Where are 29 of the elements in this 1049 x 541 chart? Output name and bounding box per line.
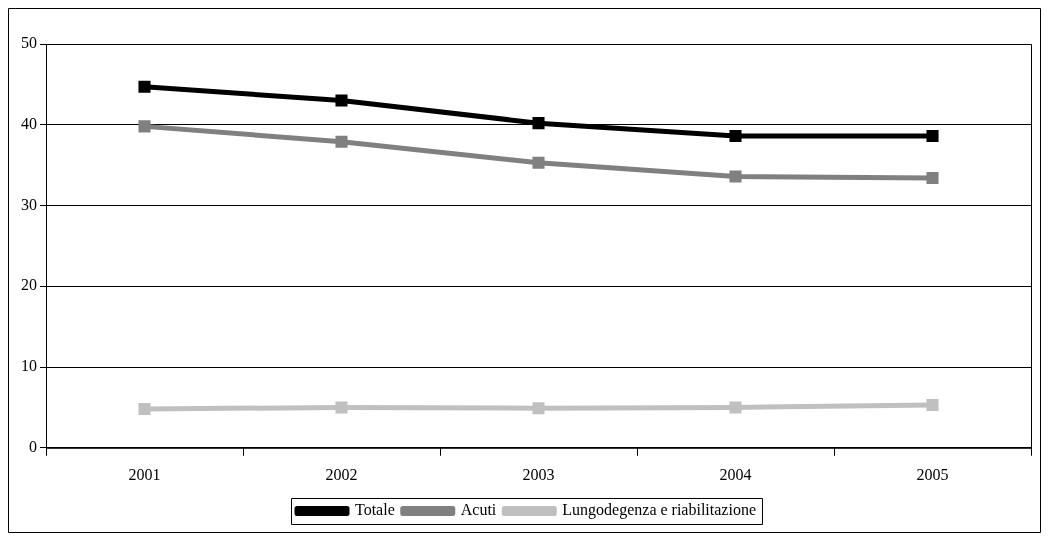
- y-tick-label: 50: [21, 34, 37, 52]
- point: [926, 172, 939, 185]
- point: [532, 156, 545, 169]
- y-tick-label: 30: [21, 195, 37, 213]
- point: [138, 403, 151, 416]
- point: [532, 402, 545, 415]
- x-tick-label: 2003: [522, 465, 555, 483]
- x-tick-label: 2004: [719, 465, 752, 483]
- y-tick-label: 0: [29, 438, 37, 455]
- point: [335, 135, 348, 148]
- point: [729, 130, 742, 143]
- legend-label: Lungodegenza e riabilitazione: [562, 501, 756, 520]
- x-tick-label: 2001: [128, 465, 161, 483]
- x-tick-label: 2005: [916, 465, 949, 483]
- y-tick-label: 40: [21, 114, 37, 132]
- point: [138, 120, 151, 133]
- point: [926, 398, 939, 412]
- legend-label: Acuti: [460, 501, 497, 519]
- point: [138, 80, 151, 93]
- point: [729, 170, 742, 183]
- point: [729, 401, 742, 414]
- y-tick-label: 20: [21, 276, 37, 294]
- point: [335, 94, 348, 107]
- x-tick-label: 2002: [325, 465, 358, 483]
- point: [335, 401, 348, 414]
- point: [926, 130, 939, 143]
- y-tick-label: 10: [21, 357, 37, 375]
- point: [532, 117, 545, 130]
- legend-label: Totale: [355, 501, 395, 519]
